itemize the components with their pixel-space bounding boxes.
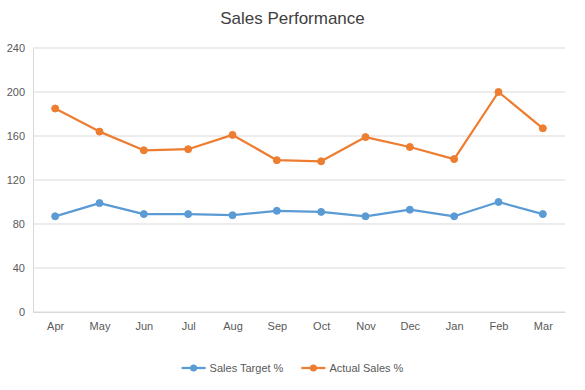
x-tick-label: Aug <box>223 320 243 332</box>
x-tick: Aug <box>223 320 243 332</box>
x-tick: Mar <box>534 320 553 332</box>
x-tick-label: Mar <box>534 320 553 332</box>
x-tick-label: May <box>90 320 111 332</box>
point <box>539 125 546 132</box>
y-tick-label: 160 <box>7 130 25 142</box>
point <box>96 200 103 207</box>
x-tick: Apr <box>47 320 64 332</box>
y-tick: 200 <box>7 86 25 98</box>
point <box>273 157 280 164</box>
point <box>406 144 413 151</box>
x-tick-label: Feb <box>490 320 509 332</box>
legend-item: Sales Target % <box>182 362 284 374</box>
point <box>539 211 546 218</box>
x-tick: Dec <box>401 320 421 332</box>
legend: Sales Target % Actual Sales % <box>182 362 404 374</box>
grid-line <box>33 312 565 313</box>
point <box>273 207 280 214</box>
point <box>140 147 147 154</box>
legend-marker <box>190 365 197 372</box>
point <box>495 199 502 206</box>
plot-area <box>52 89 547 220</box>
y-tick: 120 <box>7 174 25 186</box>
y-tick-label: 80 <box>13 218 25 230</box>
point <box>362 213 369 220</box>
x-tick: Feb <box>490 320 509 332</box>
x-tick: Jan <box>446 320 464 332</box>
x-tick-label: Jan <box>446 320 464 332</box>
point <box>495 89 502 96</box>
y-tick-label: 120 <box>7 174 25 186</box>
x-tick: May <box>90 320 111 332</box>
y-tick-label: 240 <box>7 42 25 54</box>
point <box>185 211 192 218</box>
grid-line <box>33 224 565 225</box>
legend-label: Sales Target % <box>210 362 284 374</box>
legend-item: Actual Sales % <box>301 362 403 374</box>
y-tick: 160 <box>7 130 25 142</box>
grid-line <box>33 268 565 269</box>
point <box>362 134 369 141</box>
y-tick-label: 0 <box>19 306 25 318</box>
x-tick: Oct <box>313 320 330 332</box>
grid-line <box>33 48 565 49</box>
x-tick: Nov <box>356 320 376 332</box>
x-axis: Apr May Jun Jul Aug Sep Oct Nov Dec Jan Feb Mar <box>34 313 566 332</box>
point <box>229 131 236 138</box>
grid-line <box>33 180 565 181</box>
y-tick: 80 <box>13 218 25 230</box>
y-tick-label: 40 <box>13 262 25 274</box>
series-line <box>55 202 543 216</box>
x-tick-label: Apr <box>47 320 64 332</box>
title: Sales Performance <box>220 9 365 28</box>
point <box>52 105 59 112</box>
y-tick: 240 <box>7 42 25 54</box>
x-tick: Sep <box>268 320 288 332</box>
y-axis: 0 40 80 120 160 200 240 <box>7 42 34 318</box>
y-tick: 0 <box>19 306 25 318</box>
x-tick-label: Sep <box>268 320 288 332</box>
x-tick-label: Nov <box>356 320 376 332</box>
grid <box>33 48 565 312</box>
x-tick-label: Oct <box>313 320 330 332</box>
point <box>451 213 458 220</box>
point <box>229 212 236 219</box>
grid-line <box>33 92 565 93</box>
point <box>185 146 192 153</box>
legend-label: Actual Sales % <box>329 362 403 374</box>
point <box>52 213 59 220</box>
point <box>451 156 458 163</box>
y-tick-label: 200 <box>7 86 25 98</box>
x-tick-label: Jul <box>182 320 196 332</box>
y-axis-line <box>33 49 34 313</box>
series-line <box>55 92 543 161</box>
point <box>406 206 413 213</box>
x-tick: Jun <box>135 320 153 332</box>
point <box>318 208 325 215</box>
x-tick-label: Dec <box>401 320 421 332</box>
point <box>318 158 325 165</box>
y-tick: 40 <box>13 262 25 274</box>
point <box>96 128 103 135</box>
x-axis-line <box>34 312 566 313</box>
x-tick: Jul <box>182 320 196 332</box>
point <box>140 211 147 218</box>
legend-marker <box>310 365 317 372</box>
chart: Sales Performance 0 40 80 120 160 200 240 Apr May… <box>0 0 585 390</box>
x-tick-label: Jun <box>135 320 153 332</box>
